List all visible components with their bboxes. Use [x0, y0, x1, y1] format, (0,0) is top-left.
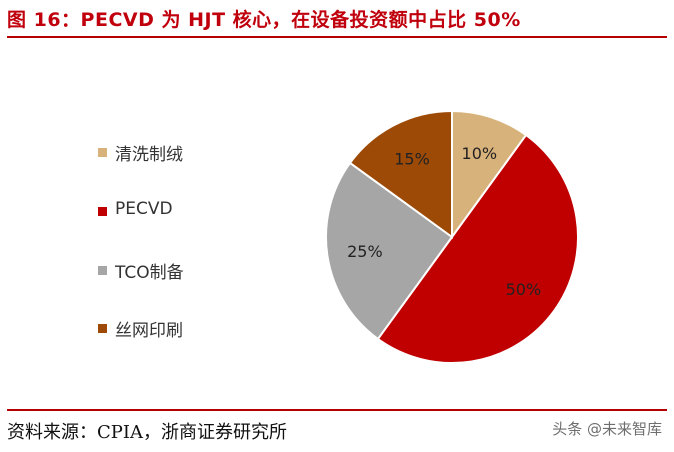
legend-swatch-cleaning [98, 148, 107, 157]
pie-slice-pecvd [376, 133, 579, 364]
legend-swatch-pecvd [98, 207, 107, 216]
pie-slice-screen-printing [348, 109, 453, 239]
legend-label-tco: TCO制备 [115, 263, 184, 283]
legend-label-screen-printing: 丝网印刷 [115, 321, 183, 341]
pie-slice-tco [325, 161, 454, 341]
pie-label-screen-printing: 15% [394, 149, 430, 168]
chart-title: 图 16：PECVD 为 HJT 核心，在设备投资额中占比 50% [7, 9, 521, 31]
watermark: 头条 @未来智库 [552, 420, 662, 438]
legend-label-cleaning: 清洗制绒 [115, 145, 183, 165]
pie-slice-cleaning [451, 109, 528, 241]
legend-swatch-tco [98, 266, 107, 275]
pie-label-cleaning: 10% [462, 144, 498, 163]
legend-swatch-screen-printing [98, 324, 107, 333]
pie-label-tco: 25% [347, 242, 383, 261]
pie-label-pecvd: 50% [506, 280, 542, 299]
title-divider [7, 36, 667, 38]
footer-divider [7, 409, 667, 411]
source-note: 资料来源：CPIA，浙商证券研究所 [7, 422, 287, 443]
legend-label-pecvd: PECVD [115, 199, 173, 219]
